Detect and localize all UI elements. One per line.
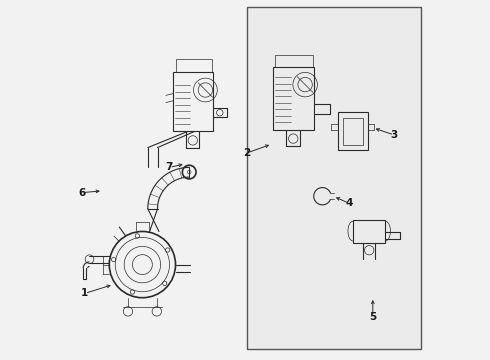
Bar: [175, 59, 212, 72]
Text: 2: 2: [243, 148, 250, 158]
Bar: [173, 72, 213, 131]
Bar: [353, 220, 386, 243]
Text: 7: 7: [166, 162, 173, 172]
Bar: [338, 112, 368, 150]
Text: 4: 4: [346, 198, 353, 208]
Text: 6: 6: [79, 188, 86, 198]
Circle shape: [188, 136, 197, 145]
Bar: [275, 55, 313, 67]
Text: 3: 3: [391, 130, 398, 140]
Text: 5: 5: [369, 312, 376, 322]
Circle shape: [365, 246, 374, 255]
Text: 1: 1: [81, 288, 88, 298]
Bar: [273, 67, 314, 130]
Bar: [343, 118, 364, 145]
Circle shape: [289, 134, 298, 143]
Bar: [247, 7, 421, 349]
